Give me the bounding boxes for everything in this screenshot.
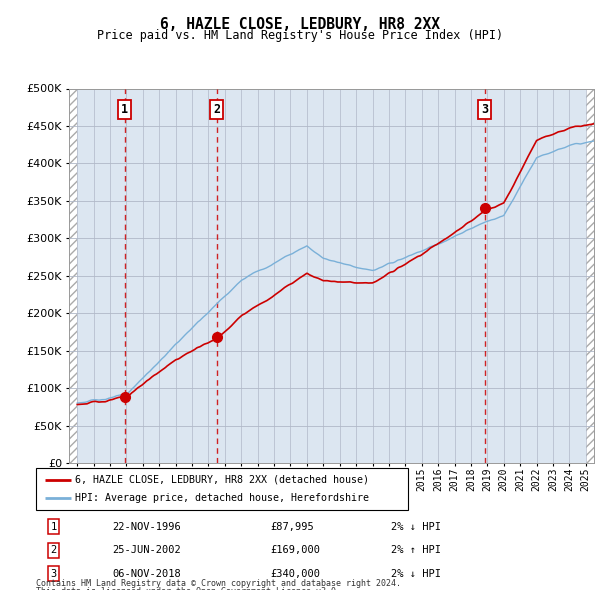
Text: 2: 2 (50, 545, 56, 555)
Text: 06-NOV-2018: 06-NOV-2018 (112, 569, 181, 579)
Text: 6, HAZLE CLOSE, LEDBURY, HR8 2XX: 6, HAZLE CLOSE, LEDBURY, HR8 2XX (160, 17, 440, 31)
Text: 3: 3 (481, 103, 488, 116)
Text: £87,995: £87,995 (271, 522, 314, 532)
Bar (69, 88, 77, 463)
Text: £340,000: £340,000 (271, 569, 321, 579)
Text: 2% ↓ HPI: 2% ↓ HPI (391, 522, 441, 532)
Text: £169,000: £169,000 (271, 545, 321, 555)
Text: 6, HAZLE CLOSE, LEDBURY, HR8 2XX (detached house): 6, HAZLE CLOSE, LEDBURY, HR8 2XX (detach… (75, 475, 369, 485)
Text: 1: 1 (50, 522, 56, 532)
Text: 2: 2 (213, 103, 220, 116)
Text: 3: 3 (50, 569, 56, 579)
Text: Price paid vs. HM Land Registry's House Price Index (HPI): Price paid vs. HM Land Registry's House … (97, 30, 503, 42)
Bar (586, 88, 594, 463)
Text: Contains HM Land Registry data © Crown copyright and database right 2024.: Contains HM Land Registry data © Crown c… (36, 579, 401, 588)
Text: 1: 1 (121, 103, 128, 116)
Text: 2% ↑ HPI: 2% ↑ HPI (391, 545, 441, 555)
Text: This data is licensed under the Open Government Licence v3.0.: This data is licensed under the Open Gov… (36, 587, 341, 590)
Text: HPI: Average price, detached house, Herefordshire: HPI: Average price, detached house, Here… (75, 493, 369, 503)
Text: 22-NOV-1996: 22-NOV-1996 (112, 522, 181, 532)
Text: 25-JUN-2002: 25-JUN-2002 (112, 545, 181, 555)
Text: 2% ↓ HPI: 2% ↓ HPI (391, 569, 441, 579)
